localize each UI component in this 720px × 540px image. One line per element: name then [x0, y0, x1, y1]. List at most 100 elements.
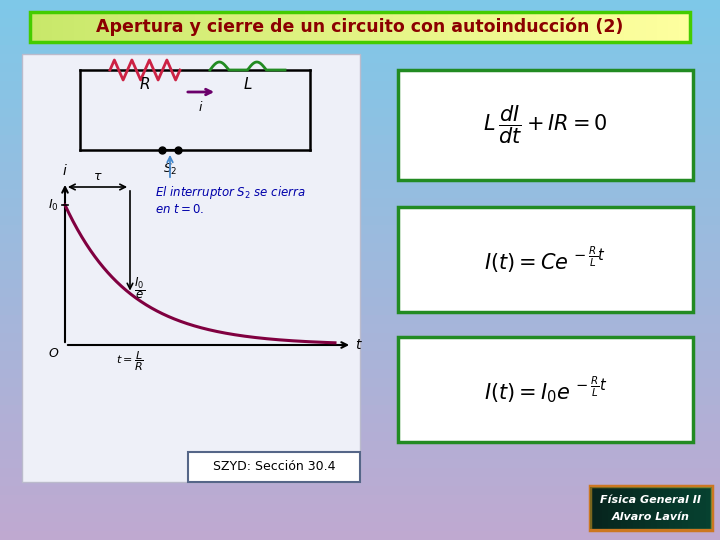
FancyBboxPatch shape [0, 270, 720, 279]
FancyBboxPatch shape [0, 198, 720, 207]
FancyBboxPatch shape [398, 207, 693, 312]
FancyBboxPatch shape [0, 342, 720, 351]
FancyBboxPatch shape [608, 487, 614, 529]
FancyBboxPatch shape [0, 414, 720, 423]
FancyBboxPatch shape [602, 12, 614, 42]
FancyBboxPatch shape [0, 81, 720, 90]
FancyBboxPatch shape [437, 12, 449, 42]
FancyBboxPatch shape [700, 487, 706, 529]
FancyBboxPatch shape [639, 487, 645, 529]
FancyBboxPatch shape [0, 333, 720, 342]
FancyBboxPatch shape [294, 12, 306, 42]
FancyBboxPatch shape [217, 12, 229, 42]
FancyBboxPatch shape [621, 487, 626, 529]
FancyBboxPatch shape [0, 171, 720, 180]
FancyBboxPatch shape [360, 12, 372, 42]
FancyBboxPatch shape [0, 297, 720, 306]
FancyBboxPatch shape [0, 99, 720, 108]
FancyBboxPatch shape [0, 162, 720, 171]
FancyBboxPatch shape [591, 12, 603, 42]
FancyBboxPatch shape [525, 12, 537, 42]
FancyBboxPatch shape [188, 452, 360, 482]
FancyBboxPatch shape [688, 487, 693, 529]
FancyBboxPatch shape [682, 487, 688, 529]
FancyBboxPatch shape [382, 12, 394, 42]
FancyBboxPatch shape [0, 279, 720, 288]
FancyBboxPatch shape [706, 487, 712, 529]
FancyBboxPatch shape [415, 12, 427, 42]
FancyBboxPatch shape [0, 126, 720, 135]
FancyBboxPatch shape [74, 12, 86, 42]
FancyBboxPatch shape [0, 153, 720, 162]
FancyBboxPatch shape [459, 12, 471, 42]
FancyBboxPatch shape [305, 12, 317, 42]
FancyBboxPatch shape [481, 12, 493, 42]
FancyBboxPatch shape [624, 12, 636, 42]
FancyBboxPatch shape [0, 522, 720, 531]
FancyBboxPatch shape [107, 12, 119, 42]
FancyBboxPatch shape [0, 216, 720, 225]
FancyBboxPatch shape [0, 324, 720, 333]
FancyBboxPatch shape [536, 12, 548, 42]
FancyBboxPatch shape [657, 487, 663, 529]
FancyBboxPatch shape [0, 387, 720, 396]
FancyBboxPatch shape [0, 45, 720, 54]
FancyBboxPatch shape [0, 90, 720, 99]
FancyBboxPatch shape [514, 12, 526, 42]
FancyBboxPatch shape [633, 487, 639, 529]
FancyBboxPatch shape [0, 288, 720, 297]
FancyBboxPatch shape [393, 12, 405, 42]
FancyBboxPatch shape [0, 360, 720, 369]
FancyBboxPatch shape [492, 12, 504, 42]
Text: $O$: $O$ [48, 347, 59, 360]
FancyBboxPatch shape [657, 12, 669, 42]
FancyBboxPatch shape [272, 12, 284, 42]
FancyBboxPatch shape [0, 135, 720, 144]
FancyBboxPatch shape [316, 12, 328, 42]
FancyBboxPatch shape [0, 27, 720, 36]
FancyBboxPatch shape [206, 12, 218, 42]
FancyBboxPatch shape [0, 468, 720, 477]
FancyBboxPatch shape [0, 144, 720, 153]
Text: $L\,\dfrac{dI}{dt}+IR=0$: $L\,\dfrac{dI}{dt}+IR=0$ [483, 104, 608, 146]
Text: $L$: $L$ [243, 76, 253, 92]
FancyBboxPatch shape [0, 432, 720, 441]
FancyBboxPatch shape [85, 12, 97, 42]
FancyBboxPatch shape [151, 12, 163, 42]
FancyBboxPatch shape [0, 180, 720, 189]
FancyBboxPatch shape [0, 108, 720, 117]
FancyBboxPatch shape [162, 12, 174, 42]
FancyBboxPatch shape [239, 12, 251, 42]
FancyBboxPatch shape [596, 487, 602, 529]
FancyBboxPatch shape [602, 487, 608, 529]
FancyBboxPatch shape [0, 234, 720, 243]
FancyBboxPatch shape [0, 117, 720, 126]
FancyBboxPatch shape [590, 487, 596, 529]
FancyBboxPatch shape [0, 54, 720, 63]
Text: $S_2$: $S_2$ [163, 162, 177, 177]
Text: Física General II: Física General II [600, 495, 701, 505]
FancyBboxPatch shape [52, 12, 64, 42]
Text: El interruptor $S_2$ se cierra
en $t = 0.$: El interruptor $S_2$ se cierra en $t = 0… [155, 184, 306, 216]
FancyBboxPatch shape [0, 423, 720, 432]
FancyBboxPatch shape [0, 369, 720, 378]
FancyBboxPatch shape [261, 12, 273, 42]
FancyBboxPatch shape [0, 396, 720, 405]
FancyBboxPatch shape [129, 12, 141, 42]
FancyBboxPatch shape [626, 487, 633, 529]
FancyBboxPatch shape [503, 12, 515, 42]
FancyBboxPatch shape [569, 12, 581, 42]
FancyBboxPatch shape [0, 513, 720, 522]
FancyBboxPatch shape [22, 54, 360, 482]
FancyBboxPatch shape [663, 487, 670, 529]
FancyBboxPatch shape [426, 12, 438, 42]
Text: Alvaro Lavín: Alvaro Lavín [612, 512, 690, 522]
FancyBboxPatch shape [0, 0, 720, 9]
FancyBboxPatch shape [470, 12, 482, 42]
FancyBboxPatch shape [250, 12, 262, 42]
FancyBboxPatch shape [0, 189, 720, 198]
FancyBboxPatch shape [693, 487, 700, 529]
FancyBboxPatch shape [635, 12, 647, 42]
FancyBboxPatch shape [558, 12, 570, 42]
Text: SZYD: Sección 30.4: SZYD: Sección 30.4 [212, 461, 336, 474]
